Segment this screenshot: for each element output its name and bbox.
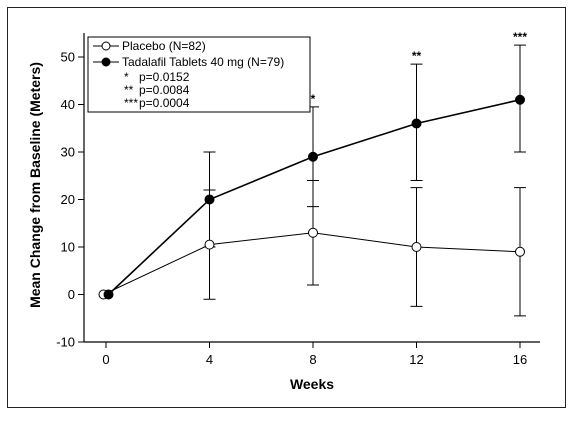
- x-tick-label: 4: [206, 352, 213, 367]
- placebo-data-point: [411, 242, 422, 252]
- legend-placebo-label: Placebo (N=82): [122, 39, 206, 53]
- tadalafil-data-point: [411, 118, 422, 129]
- data-points: [98, 94, 525, 300]
- tadalafil-data-point: [204, 194, 215, 205]
- legend-tadalafil-marker: [101, 57, 111, 67]
- x-tick-label: 12: [409, 352, 423, 367]
- series-lines: [103, 98, 521, 296]
- legend-note-mark: ***: [124, 96, 138, 110]
- y-tick-label: 20: [61, 192, 75, 207]
- x-tick-label: 16: [513, 352, 527, 367]
- y-tick-label: 40: [61, 97, 75, 112]
- y-axis-label: Mean Change from Baseline (Meters): [27, 62, 43, 308]
- tadalafil-series-line: [107, 98, 521, 296]
- y-tick-label: 30: [61, 145, 75, 160]
- significance-markers: ******: [311, 30, 528, 106]
- x-tick-label: 0: [102, 352, 109, 367]
- legend-note-mark: *: [124, 70, 129, 84]
- x-ticks: 0 4 8 12 16: [102, 342, 527, 367]
- significance-marker: **: [412, 49, 422, 63]
- legend-note-text: p=0.0152: [139, 70, 190, 84]
- y-tick-label: 10: [61, 240, 75, 255]
- placebo-data-point: [515, 246, 525, 257]
- legend-note-text: p=0.0004: [139, 96, 190, 110]
- legend-placebo-marker: [101, 41, 111, 51]
- y-tick-label: 0: [68, 287, 75, 302]
- legend-tadalafil-label: Tadalafil Tablets 40 mg (N=79): [122, 55, 284, 69]
- x-axis-label: Weeks: [290, 376, 334, 392]
- tadalafil-data-point: [515, 94, 525, 105]
- legend-note-mark: **: [124, 83, 134, 97]
- y-ticks: -10 0 10 20 30 40 50: [56, 50, 84, 350]
- tadalafil-data-point: [103, 289, 114, 300]
- legend-box: [87, 36, 311, 113]
- y-tick-label: -10: [56, 335, 75, 350]
- legend-note-text: p=0.0084: [139, 83, 190, 97]
- x-tick-label: 8: [309, 352, 316, 367]
- significance-marker: *: [311, 92, 316, 106]
- placebo-data-point: [204, 239, 215, 250]
- significance-marker: ***: [513, 30, 527, 44]
- tadalafil-data-point: [308, 151, 318, 162]
- legend: Placebo (N=82) Tadalafil Tablets 40 mg (…: [87, 36, 311, 113]
- y-tick-label: 50: [61, 50, 75, 65]
- placebo-data-point: [308, 227, 318, 238]
- figure-frame: [7, 7, 566, 408]
